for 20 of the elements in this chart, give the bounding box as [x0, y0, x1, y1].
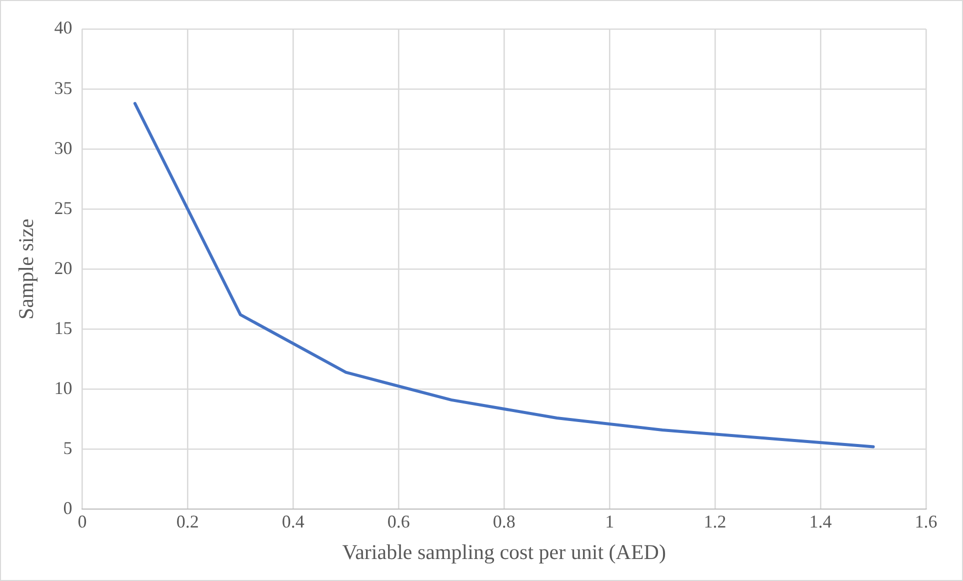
y-axis-title: Sample size	[14, 218, 38, 320]
x-tick-label: 0.8	[492, 512, 516, 532]
y-tick-label: 15	[54, 318, 72, 338]
y-tick-label: 35	[54, 78, 72, 98]
y-tick-label: 5	[63, 438, 72, 458]
x-tick-label: 0.6	[387, 512, 410, 532]
x-tick-label: 0	[78, 512, 87, 532]
x-tick-label: 1.2	[704, 512, 726, 532]
y-tick-label: 25	[54, 198, 72, 218]
y-tick-label: 10	[54, 378, 72, 398]
x-tick-label: 0.4	[282, 512, 304, 532]
x-tick-label: 1.6	[914, 512, 938, 532]
y-tick-label: 0	[63, 498, 72, 518]
y-tick-label: 20	[54, 258, 72, 278]
x-axis-title: Variable sampling cost per unit (AED)	[342, 540, 666, 564]
y-tick-label: 30	[54, 138, 72, 158]
y-tick-label: 40	[54, 18, 72, 38]
x-tick-label: 1	[605, 512, 614, 532]
x-tick-label: 1.4	[809, 512, 832, 532]
x-tick-label: 0.2	[176, 512, 199, 532]
